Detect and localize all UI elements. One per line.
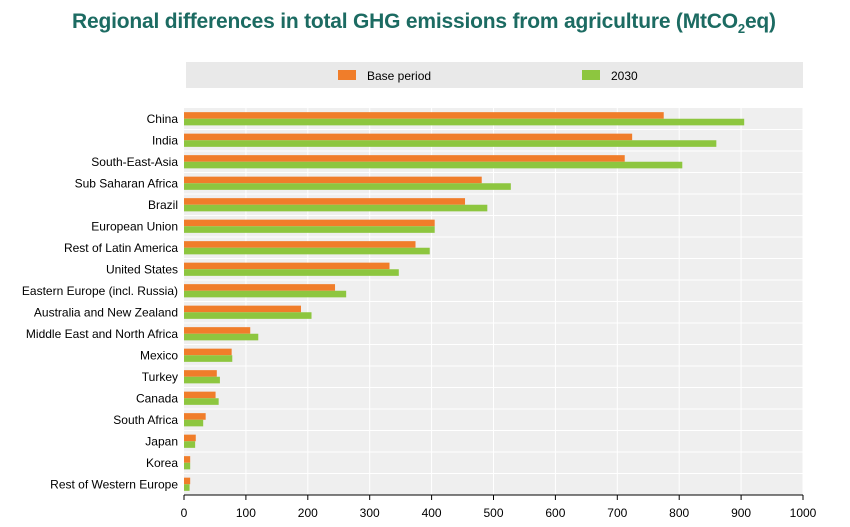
chart-title: Regional differences in total GHG emissi…: [72, 10, 776, 37]
bar: [184, 462, 191, 470]
bar: [184, 348, 232, 356]
category-label: India: [152, 133, 178, 147]
bar: [184, 112, 664, 119]
x-tick-label: 800: [669, 506, 689, 520]
x-tick-label: 100: [236, 506, 256, 520]
category-label: Brazil: [148, 198, 178, 212]
bar: [184, 262, 390, 270]
bar: [184, 155, 625, 162]
category-label: United States: [106, 262, 178, 276]
x-tick-label: 600: [545, 506, 565, 520]
bar: [184, 247, 430, 255]
x-tick-label: 900: [731, 506, 751, 520]
category-label: China: [147, 112, 179, 126]
x-tick-label: 500: [483, 506, 503, 520]
bar: [184, 118, 745, 126]
bar: [184, 161, 683, 169]
bar: [184, 133, 633, 141]
category-label: Korea: [146, 456, 178, 470]
bar: [184, 484, 190, 491]
bar: [184, 140, 717, 147]
category-label: Canada: [136, 391, 178, 405]
bar: [184, 434, 196, 442]
x-tick-label: 0: [181, 506, 188, 520]
category-label: Rest of Western Europe: [50, 477, 178, 491]
legend-swatch: [582, 70, 600, 80]
bar: [184, 290, 347, 298]
bar: [184, 419, 204, 427]
bar: [184, 219, 435, 227]
bar: [184, 327, 251, 334]
bar: [184, 413, 206, 420]
category-label: Australia and New Zealand: [34, 305, 178, 319]
category-label: Mexico: [140, 348, 178, 362]
bar: [184, 312, 312, 319]
bar: [184, 391, 216, 399]
legend-label: Base period: [367, 69, 431, 83]
x-tick-label: 300: [360, 506, 380, 520]
bar: [184, 333, 259, 341]
bars: [184, 112, 745, 491]
bar: [184, 376, 220, 384]
gridlines: [184, 108, 804, 495]
legend-label: 2030: [611, 69, 638, 83]
bar: [184, 269, 399, 276]
bar: [184, 284, 336, 291]
category-label: South Africa: [113, 413, 178, 427]
category-label: Eastern Europe (incl. Russia): [22, 284, 178, 298]
bar: [184, 241, 416, 248]
bar: [184, 477, 191, 485]
category-label: Rest of Latin America: [64, 241, 178, 255]
legend-swatch: [338, 70, 356, 80]
bar: [184, 204, 488, 212]
bar: [184, 305, 301, 313]
category-label: Japan: [145, 434, 178, 448]
category-label: Middle East and North Africa: [26, 327, 178, 341]
bar: [184, 456, 191, 463]
bar: [184, 398, 219, 405]
bar: [184, 370, 217, 377]
category-label: Turkey: [142, 370, 178, 384]
x-axis-ticks: 0 100 200 300 400 500 600 700 800 900 1000: [181, 495, 817, 520]
legend: Base period 2030: [338, 69, 638, 83]
category-label: European Union: [91, 219, 178, 233]
category-labels: China India South-East-Asia Sub Saharan Afr…: [22, 112, 178, 492]
bar: [184, 355, 233, 362]
x-tick-label: 400: [422, 506, 442, 520]
category-label: Sub Saharan Africa: [75, 176, 179, 190]
bar: [184, 441, 196, 448]
bar: [184, 226, 435, 233]
legend-box: [186, 62, 803, 88]
x-tick-label: 200: [298, 506, 318, 520]
bar: [184, 198, 466, 205]
bar: [184, 183, 511, 190]
category-label: South-East-Asia: [91, 155, 178, 169]
bar: [184, 176, 482, 184]
x-tick-label: 1000: [790, 506, 817, 520]
x-tick-label: 700: [607, 506, 627, 520]
